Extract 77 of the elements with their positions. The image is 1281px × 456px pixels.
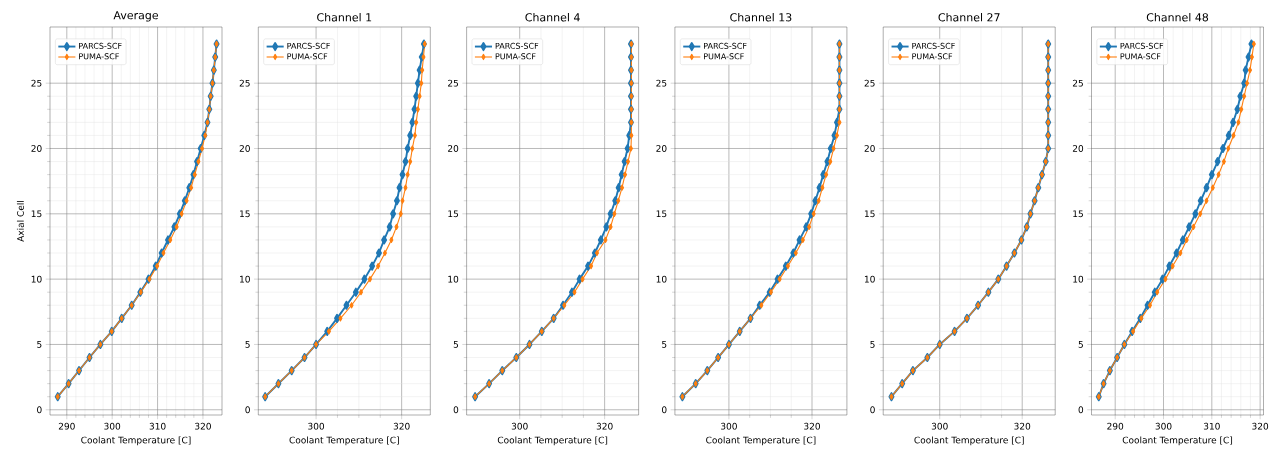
legend-label: PARCS-SCF bbox=[495, 42, 539, 49]
legend-label: PARCS-SCF bbox=[704, 42, 747, 49]
y-tick-label: 10 bbox=[240, 275, 250, 283]
legend-label: PARCS-SCF bbox=[79, 42, 122, 49]
legend-label: PUMA-SCF bbox=[704, 53, 744, 60]
x-tick-label: 320 bbox=[393, 422, 410, 430]
y-tick-label: 0 bbox=[37, 406, 42, 414]
y-tick-label: 20 bbox=[448, 145, 459, 152]
x-tick-label: 320 bbox=[596, 422, 613, 430]
x-axis-title: Coolant Temperature [C] bbox=[706, 436, 816, 446]
y-tick-label: 20 bbox=[656, 145, 667, 152]
x-tick-label: 320 bbox=[1252, 422, 1269, 430]
legend-label: PARCS-SCF bbox=[912, 42, 955, 49]
y-tick-label: 10 bbox=[656, 275, 667, 283]
y-tick-label: 15 bbox=[656, 210, 667, 218]
y-tick-label: 5 bbox=[870, 341, 875, 348]
chart-title: Channel 4 bbox=[525, 12, 580, 22]
x-tick-label: 320 bbox=[1014, 422, 1031, 430]
chart-title: Channel 48 bbox=[1146, 12, 1209, 22]
y-tick-label: 25 bbox=[864, 79, 875, 87]
legend-label: PARCS-SCF bbox=[1120, 42, 1164, 49]
y-tick-label: 20 bbox=[31, 145, 42, 152]
x-tick-label: 310 bbox=[1203, 422, 1220, 430]
legend-label: PARCS-SCF bbox=[287, 42, 330, 49]
legend-label: PUMA-SCF bbox=[1120, 53, 1161, 60]
y-tick-label: 20 bbox=[864, 145, 875, 152]
x-tick-label: 300 bbox=[104, 422, 121, 430]
y-tick-label: 10 bbox=[1073, 275, 1084, 283]
chart-title: Average bbox=[113, 11, 159, 22]
y-tick-label: 5 bbox=[245, 341, 250, 348]
x-tick-label: 300 bbox=[511, 422, 528, 430]
y-tick-label: 10 bbox=[31, 275, 42, 283]
y-tick-label: 5 bbox=[453, 341, 459, 348]
y-tick-label: 0 bbox=[1078, 406, 1084, 414]
legend-label: PUMA-SCF bbox=[912, 53, 953, 60]
y-tick-label: 15 bbox=[240, 210, 250, 218]
x-tick-label: 300 bbox=[721, 422, 737, 430]
x-tick-label: 320 bbox=[195, 422, 211, 430]
y-tick-label: 15 bbox=[448, 210, 459, 218]
x-axis-title: Coolant Temperature [C] bbox=[81, 436, 191, 446]
chart-title: Channel 13 bbox=[730, 12, 792, 22]
y-axis-title: Axial Cell bbox=[16, 201, 24, 242]
chart-title: Channel 1 bbox=[317, 12, 372, 22]
y-tick-label: 15 bbox=[31, 210, 42, 218]
legend-label: PUMA-SCF bbox=[287, 53, 328, 60]
y-tick-label: 0 bbox=[870, 406, 875, 414]
x-axis-title: Coolant Temperature [C] bbox=[1122, 436, 1233, 446]
y-tick-label: 15 bbox=[1073, 210, 1083, 218]
x-axis-title: Coolant Temperature [C] bbox=[497, 436, 608, 446]
y-tick-label: 20 bbox=[1072, 145, 1084, 152]
x-tick-label: 320 bbox=[804, 422, 820, 430]
x-axis-title: Coolant Temperature [C] bbox=[914, 436, 1024, 446]
legend-label: PUMA-SCF bbox=[495, 53, 536, 60]
y-tick-label: 25 bbox=[448, 79, 459, 87]
legend-label: PUMA-SCF bbox=[79, 53, 119, 60]
y-tick-label: 25 bbox=[656, 79, 667, 87]
x-tick-label: 290 bbox=[58, 422, 75, 430]
y-tick-label: 25 bbox=[31, 79, 42, 87]
y-tick-label: 5 bbox=[1078, 341, 1083, 348]
x-tick-label: 310 bbox=[149, 422, 166, 430]
y-tick-label: 5 bbox=[662, 341, 667, 348]
y-tick-label: 0 bbox=[245, 406, 250, 414]
x-tick-label: 290 bbox=[1107, 422, 1124, 430]
y-tick-label: 10 bbox=[864, 275, 875, 283]
x-tick-label: 300 bbox=[1155, 422, 1172, 430]
x-tick-label: 300 bbox=[308, 422, 325, 430]
y-tick-label: 5 bbox=[37, 341, 42, 348]
y-tick-label: 0 bbox=[661, 406, 667, 414]
y-tick-label: 20 bbox=[239, 145, 250, 152]
y-tick-label: 25 bbox=[239, 79, 250, 87]
y-tick-label: 15 bbox=[864, 210, 875, 218]
y-tick-label: 10 bbox=[448, 275, 459, 283]
x-axis-title: Coolant Temperature [C] bbox=[289, 436, 399, 446]
y-tick-label: 25 bbox=[1072, 79, 1083, 87]
x-tick-label: 300 bbox=[931, 422, 948, 430]
chart-title: Channel 27 bbox=[938, 12, 1000, 22]
y-tick-label: 0 bbox=[453, 406, 459, 414]
